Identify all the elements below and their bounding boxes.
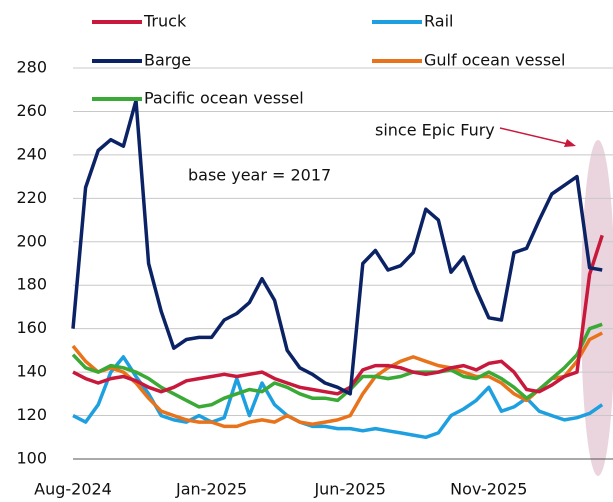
y-tick-label: 220	[16, 188, 47, 207]
series-line	[72, 355, 604, 440]
y-tick-label: 160	[16, 318, 47, 337]
series-line	[71, 98, 603, 396]
y-tick-label: 140	[16, 362, 47, 381]
series-line	[71, 331, 604, 429]
legend-label: Barge	[144, 51, 191, 70]
y-tick-label: 100	[16, 449, 47, 468]
legend-label: Pacific ocean vessel	[144, 89, 304, 108]
annotation: since Epic Fury	[375, 121, 495, 140]
y-tick-label: 260	[16, 101, 47, 120]
legend-label: Rail	[424, 12, 453, 31]
arrow	[499, 127, 573, 146]
series-line	[72, 234, 604, 396]
x-tick-label: Jan-2025	[175, 480, 247, 499]
y-tick-label: 200	[16, 231, 47, 250]
lines	[71, 98, 604, 440]
legend-label: Truck	[143, 12, 187, 31]
y-tick-label: 120	[16, 405, 47, 424]
y-tick-label: 180	[16, 275, 47, 294]
grid	[73, 67, 613, 460]
legend: Rail Gulf ocean vessel Pacific ocean vesse…	[92, 12, 565, 108]
x-tick-label: Jun-2025	[313, 480, 386, 499]
highlight-ellipse	[581, 140, 613, 476]
arrow-head	[564, 139, 576, 147]
x-tick-label: Aug-2024	[34, 480, 112, 499]
x-tick-label: Nov-2025	[450, 480, 527, 499]
legend-label: Gulf ocean vessel	[424, 51, 565, 70]
y-tick-label: 240	[16, 144, 47, 163]
y-tick-label: 280	[16, 58, 47, 77]
series-line	[71, 322, 603, 409]
annotation: base year = 2017	[188, 166, 331, 185]
